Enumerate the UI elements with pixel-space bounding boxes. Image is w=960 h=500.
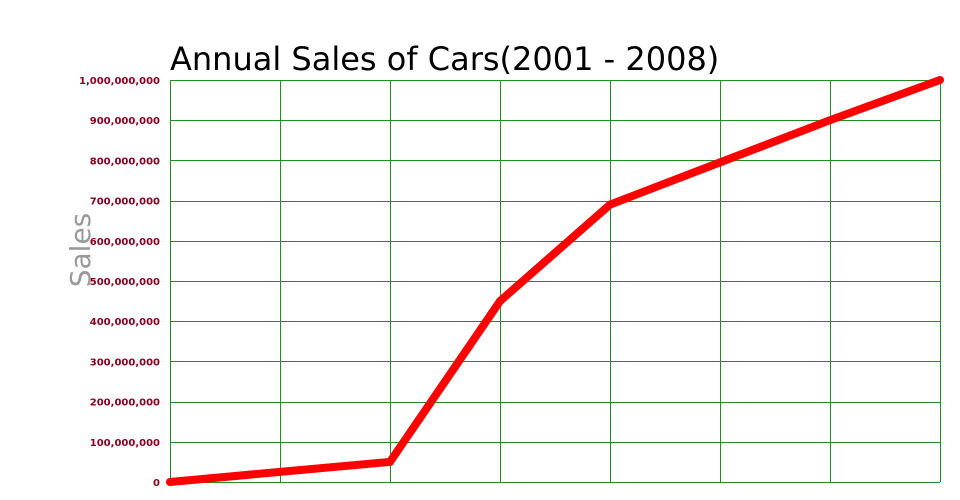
y-axis-label: Sales <box>64 213 97 288</box>
data-point <box>276 467 284 476</box>
y-tick-label: 900,000,000 <box>90 116 160 127</box>
data-point <box>606 200 614 209</box>
y-tick-label: 300,000,000 <box>90 357 160 368</box>
y-tick-label: 500,000,000 <box>90 277 160 288</box>
y-tick-label: 200,000,000 <box>90 398 160 409</box>
y-tick-label: 800,000,000 <box>90 156 160 167</box>
series-group <box>166 76 944 486</box>
data-point <box>826 116 834 125</box>
data-point <box>166 478 174 486</box>
data-point <box>496 297 504 306</box>
series-line-0 <box>169 76 942 486</box>
data-point <box>386 457 394 466</box>
y-tick-label: 100,000,000 <box>90 438 160 449</box>
data-point <box>716 158 724 167</box>
y-tick-label: 1,000,000,000 <box>79 76 160 87</box>
y-axis-ticks: 0 100,000,000 200,000,000 300,000,000 400,00… <box>79 76 160 489</box>
chart-title: Annual Sales of Cars(2001 - 2008) <box>170 40 719 78</box>
y-tick-label: 600,000,000 <box>90 237 160 248</box>
grid <box>170 80 941 483</box>
data-point <box>936 76 944 84</box>
y-tick-label: 700,000,000 <box>90 197 160 208</box>
y-tick-label: 400,000,000 <box>90 317 160 328</box>
y-tick-label: 0 <box>153 478 160 489</box>
